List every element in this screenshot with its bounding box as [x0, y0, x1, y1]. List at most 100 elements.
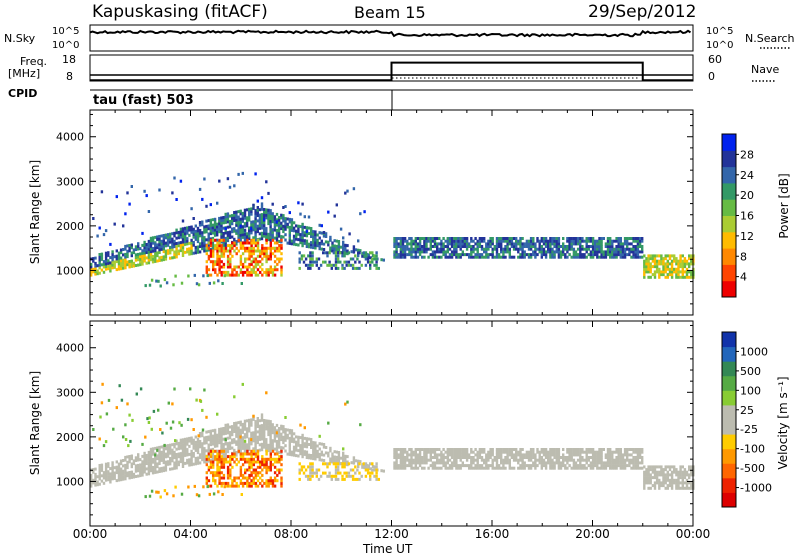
data-cell	[542, 450, 546, 454]
data-cell	[299, 452, 302, 456]
data-cell	[263, 210, 266, 214]
data-cell	[645, 468, 648, 472]
data-cell	[429, 450, 432, 454]
data-cell	[562, 242, 565, 246]
data-cell	[198, 440, 202, 443]
data-cell	[330, 474, 333, 478]
data-cell	[489, 253, 492, 257]
data-cell	[301, 222, 304, 226]
data-cell	[282, 430, 285, 434]
data-cell	[198, 442, 202, 446]
data-cell	[117, 467, 121, 471]
data-cell	[147, 261, 151, 265]
data-cell	[177, 460, 180, 464]
data-cell	[141, 460, 144, 464]
data-cell	[252, 252, 255, 256]
data-cell	[354, 248, 358, 252]
data-cell	[250, 481, 253, 485]
data-cell	[218, 473, 221, 477]
data-cell	[647, 478, 650, 482]
data-cell	[107, 472, 110, 476]
data-cell	[547, 245, 550, 248]
data-cell	[549, 237, 552, 240]
data-cell	[576, 453, 580, 457]
data-cell	[649, 262, 652, 266]
data-cell	[269, 463, 272, 467]
data-cell	[651, 265, 655, 269]
data-cell	[109, 477, 112, 481]
data-cell	[399, 245, 403, 248]
data-cell	[297, 230, 300, 234]
data-cell	[681, 273, 684, 277]
data-cell	[222, 449, 226, 453]
data-cell	[427, 450, 430, 454]
data-cell	[171, 402, 174, 406]
data-cell	[649, 468, 652, 472]
data-cell	[233, 211, 236, 214]
data-cell	[226, 257, 230, 261]
data-cell	[250, 438, 253, 442]
data-cell	[160, 458, 163, 462]
data-cell	[570, 453, 573, 457]
data-cell	[280, 224, 283, 228]
data-cell	[683, 468, 687, 472]
data-cell	[241, 446, 244, 450]
data-cell	[369, 467, 373, 471]
data-cell	[235, 270, 238, 274]
data-cell	[596, 250, 599, 254]
data-cell	[591, 466, 595, 470]
data-cell	[307, 443, 311, 446]
data-cell	[130, 473, 133, 477]
data-cell	[143, 451, 146, 455]
data-cell	[576, 464, 580, 468]
data-cell	[395, 448, 398, 451]
data-cell	[349, 474, 353, 478]
data-cell	[226, 481, 230, 485]
data-cell	[658, 465, 661, 469]
data-cell	[395, 464, 398, 468]
data-cell	[333, 244, 336, 248]
data-cell	[212, 492, 216, 496]
data-cell	[187, 485, 190, 489]
data-cell	[690, 259, 693, 263]
data-cell	[169, 238, 172, 241]
data-cell	[162, 236, 165, 240]
data-cell	[269, 211, 272, 215]
data-cell	[536, 253, 539, 257]
data-cell	[478, 242, 482, 246]
data-cell	[265, 213, 268, 217]
data-cell	[194, 459, 197, 463]
data-cell	[162, 258, 165, 262]
data-cell	[574, 464, 578, 468]
data-cell	[591, 448, 595, 451]
data-cell	[606, 450, 610, 454]
data-cell	[364, 251, 368, 255]
data-cell	[442, 456, 445, 459]
data-cell	[207, 268, 211, 272]
data-cell	[564, 466, 567, 470]
data-cell	[305, 245, 309, 248]
data-cell	[307, 266, 310, 270]
data-cell	[491, 461, 494, 465]
data-cell	[572, 466, 576, 470]
data-cell	[184, 237, 187, 241]
data-cell	[128, 265, 131, 269]
data-cell	[177, 230, 180, 234]
data-cell	[354, 471, 357, 475]
data-cell	[260, 237, 264, 241]
data-cell	[523, 466, 526, 470]
data-cell	[666, 470, 669, 474]
data-cell	[310, 235, 313, 238]
data-cell	[229, 265, 232, 269]
data-cell	[243, 214, 247, 218]
data-cell	[570, 456, 573, 459]
data-cell	[190, 436, 193, 440]
data-cell	[267, 419, 270, 423]
data-cell	[226, 177, 230, 181]
data-cell	[677, 478, 680, 482]
data-cell	[568, 448, 571, 451]
data-cell	[555, 247, 558, 251]
data-cell	[433, 466, 437, 470]
data-cell	[557, 239, 561, 243]
data-cell	[246, 268, 249, 272]
